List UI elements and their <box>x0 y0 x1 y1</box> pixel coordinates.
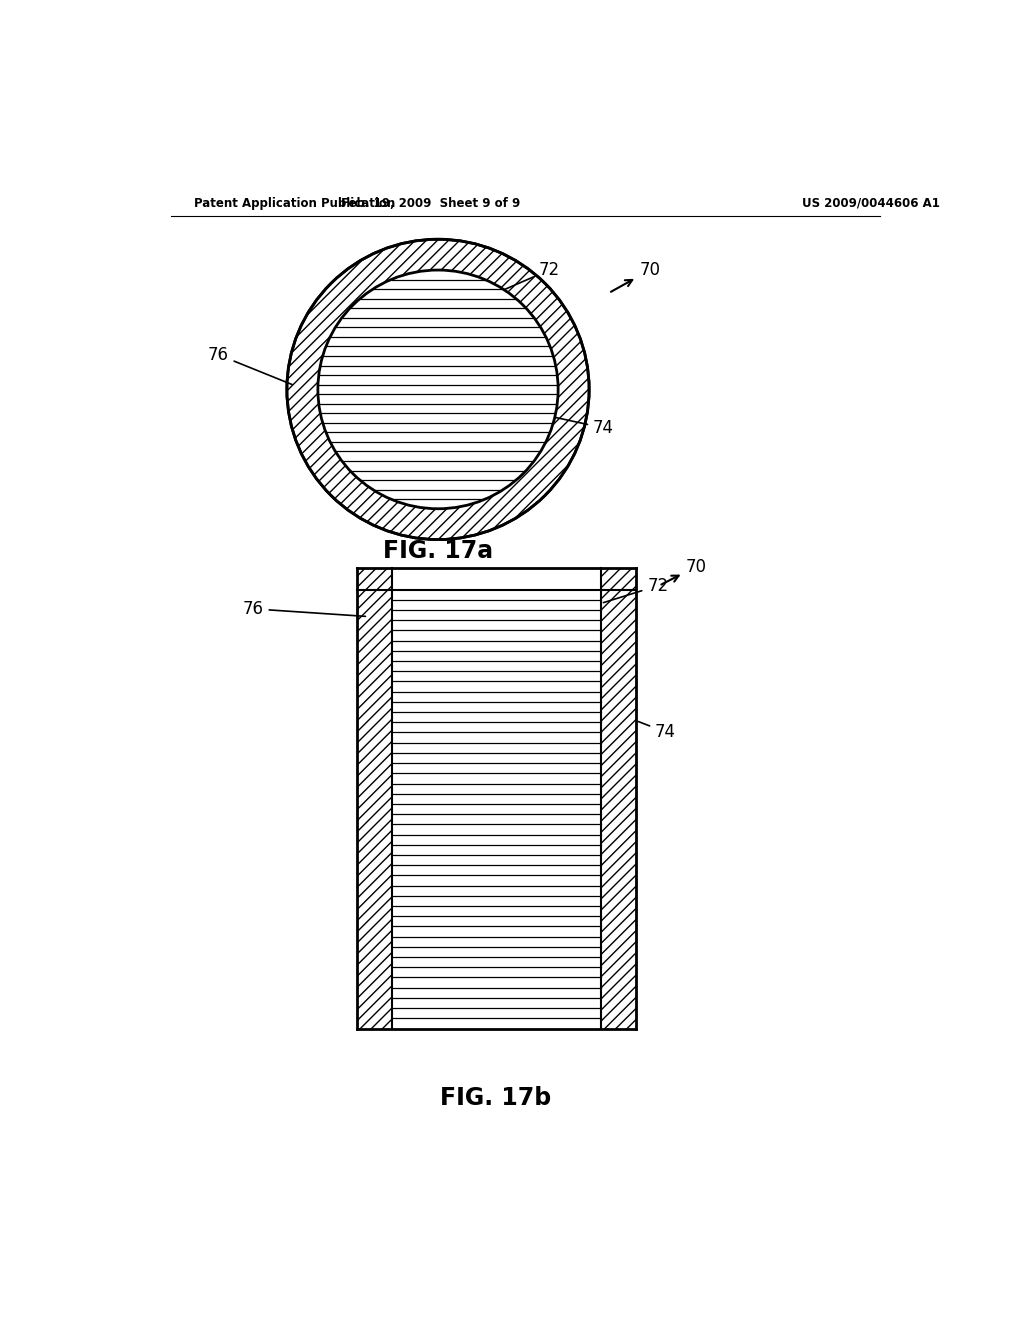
Text: 70: 70 <box>611 261 660 292</box>
Circle shape <box>317 271 558 508</box>
Text: US 2009/0044606 A1: US 2009/0044606 A1 <box>802 197 940 210</box>
Circle shape <box>287 239 589 540</box>
Text: 74: 74 <box>553 417 614 437</box>
Bar <box>391 568 601 590</box>
Bar <box>601 568 636 1028</box>
Text: Patent Application Publication: Patent Application Publication <box>194 197 395 210</box>
Circle shape <box>287 239 589 540</box>
Text: 72: 72 <box>499 261 560 292</box>
Text: 72: 72 <box>603 577 669 603</box>
Bar <box>356 568 636 1028</box>
Text: FIG. 17a: FIG. 17a <box>383 539 494 564</box>
Text: 74: 74 <box>638 722 676 741</box>
Text: 76: 76 <box>208 346 292 384</box>
Bar <box>391 590 601 1028</box>
Text: 76: 76 <box>243 599 366 618</box>
Text: 70: 70 <box>662 557 707 585</box>
Text: FIG. 17b: FIG. 17b <box>440 1086 552 1110</box>
Bar <box>356 568 391 1028</box>
Text: Feb. 19, 2009  Sheet 9 of 9: Feb. 19, 2009 Sheet 9 of 9 <box>341 197 520 210</box>
